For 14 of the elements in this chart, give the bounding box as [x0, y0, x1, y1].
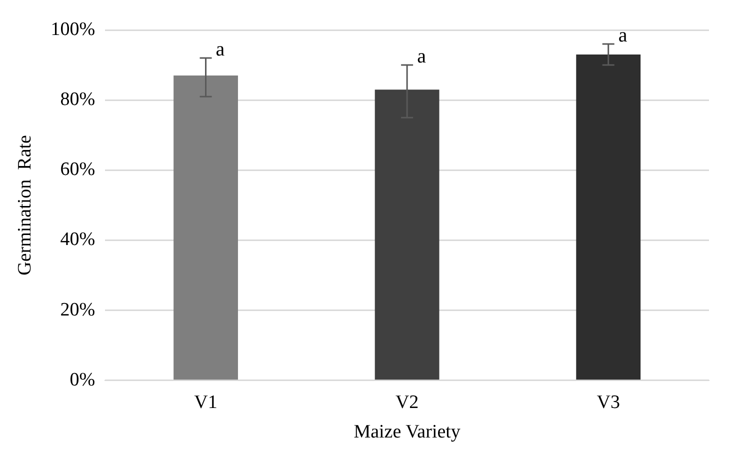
- annotation: a: [417, 45, 426, 68]
- annotation: a: [618, 24, 628, 46]
- y-tick-label: 100%: [50, 18, 96, 40]
- y-tick-label: 0%: [70, 369, 96, 390]
- x-tick-label: V3: [596, 392, 620, 413]
- y-axis-title: Germination Rate: [14, 135, 36, 276]
- y-tick-label: 60%: [60, 159, 96, 180]
- y-tick-label: 80%: [60, 89, 96, 110]
- x-tick-label: V2: [395, 392, 419, 413]
- y-tick-label: 40%: [60, 229, 96, 250]
- y-tick-label: 20%: [60, 299, 96, 320]
- x-tick-label: V1: [194, 392, 218, 413]
- annotation: a: [216, 38, 225, 60]
- x-axis-title: Maize Variety: [354, 422, 461, 443]
